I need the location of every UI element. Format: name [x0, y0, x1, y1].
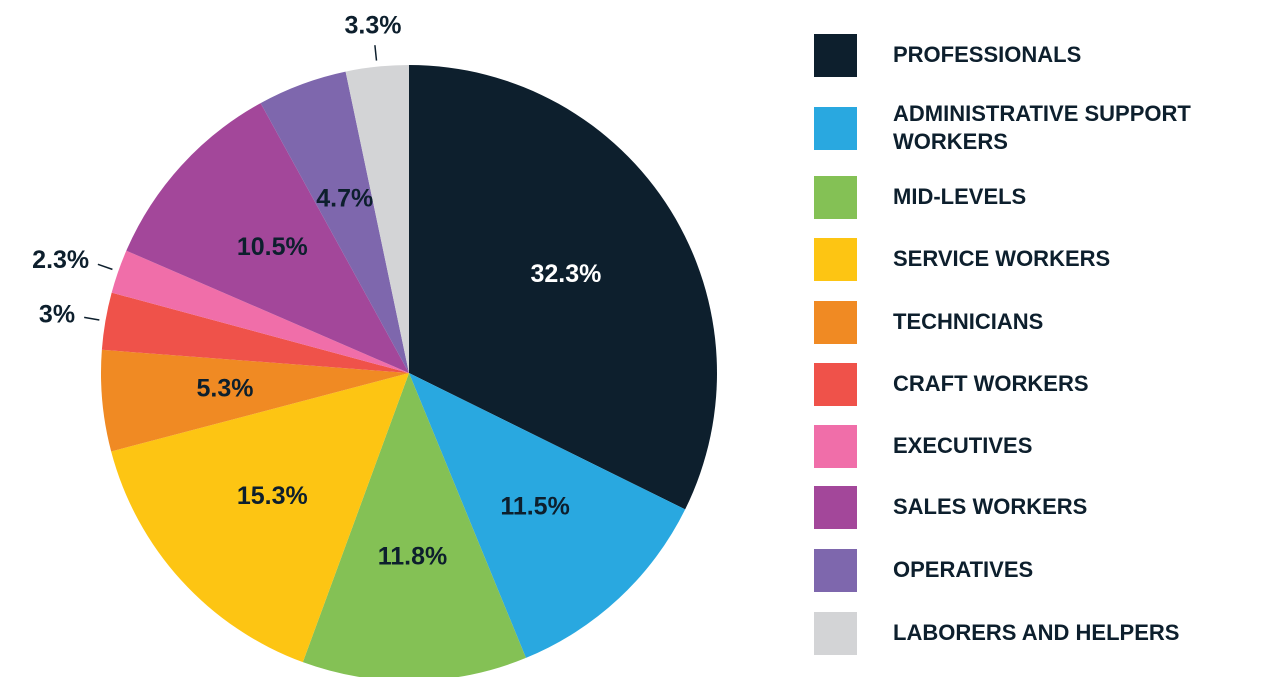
slice-label: 11.5% — [500, 493, 570, 521]
legend-item: SALES WORKERS — [814, 485, 1233, 529]
legend-item: TECHNICIANS — [814, 300, 1233, 344]
pie-slice — [126, 103, 409, 374]
legend-item: ADMINISTRATIVE SUPPORT WORKERS — [814, 100, 1233, 156]
legend-label: SERVICE WORKERS — [893, 246, 1111, 271]
leader-line — [374, 45, 378, 61]
leader-line — [84, 316, 100, 321]
legend-item: LABORERS AND HELPERS — [814, 611, 1233, 655]
legend-label: OPERATIVES — [893, 557, 1034, 582]
pie-slice — [409, 373, 686, 658]
pie-slice — [100, 349, 409, 452]
pie-slice — [260, 71, 409, 374]
legend-swatch — [814, 424, 857, 468]
slice-label: 5.3% — [196, 374, 253, 402]
slice-label: 15.3% — [237, 482, 308, 510]
legend-swatch — [814, 106, 857, 150]
legend-item: SERVICE WORKERS — [814, 237, 1233, 281]
pie: 32.3% 11.5% 11.8% 15.3% 5.3% 3% 2.3% 10.5% 4.7% 3… — [32, 11, 717, 677]
legend-label: SALES WORKERS — [893, 494, 1088, 519]
slice-label: 3.3% — [344, 11, 401, 39]
legend-item: CRAFT WORKERS — [814, 362, 1233, 406]
slice-label: 10.5% — [237, 233, 308, 261]
slice-label: 4.7% — [316, 184, 373, 212]
legend-label: LABORERS AND HELPERS — [893, 620, 1180, 645]
slice-label: 3% — [39, 300, 75, 328]
legend-label: PROFESSIONALS — [893, 42, 1082, 67]
pie-slice — [101, 292, 409, 373]
legend-label: EXECUTIVES — [893, 433, 1033, 458]
legend-item: PROFESSIONALS — [814, 33, 1233, 77]
legend-swatch — [814, 175, 857, 219]
pie-slice — [409, 65, 717, 510]
legend-swatch — [814, 33, 857, 77]
legend-swatch — [814, 548, 857, 592]
pie-slice — [302, 373, 526, 677]
legend-swatch — [814, 300, 857, 344]
legend-item: OPERATIVES — [814, 548, 1233, 592]
legend-label: ADMINISTRATIVE SUPPORT WORKERS — [893, 101, 1191, 154]
slice-label: 11.8% — [378, 542, 448, 570]
legend-swatch — [814, 611, 857, 655]
legend-label: MID-LEVELS — [893, 184, 1027, 209]
legend-swatch — [814, 485, 857, 529]
pie-slice — [111, 373, 409, 663]
legend-swatch — [814, 237, 857, 281]
slice-label: 32.3% — [531, 260, 602, 288]
leader-line — [97, 263, 113, 271]
legend-item: EXECUTIVES — [814, 424, 1233, 468]
legend-label: CRAFT WORKERS — [893, 371, 1089, 396]
legend-item: MID-LEVELS — [814, 175, 1233, 219]
pie-slice — [111, 250, 410, 373]
legend-label: TECHNICIANS — [893, 309, 1044, 334]
slice-label: 2.3% — [32, 246, 89, 274]
pie-slice — [345, 65, 409, 373]
legend-swatch — [814, 362, 857, 406]
